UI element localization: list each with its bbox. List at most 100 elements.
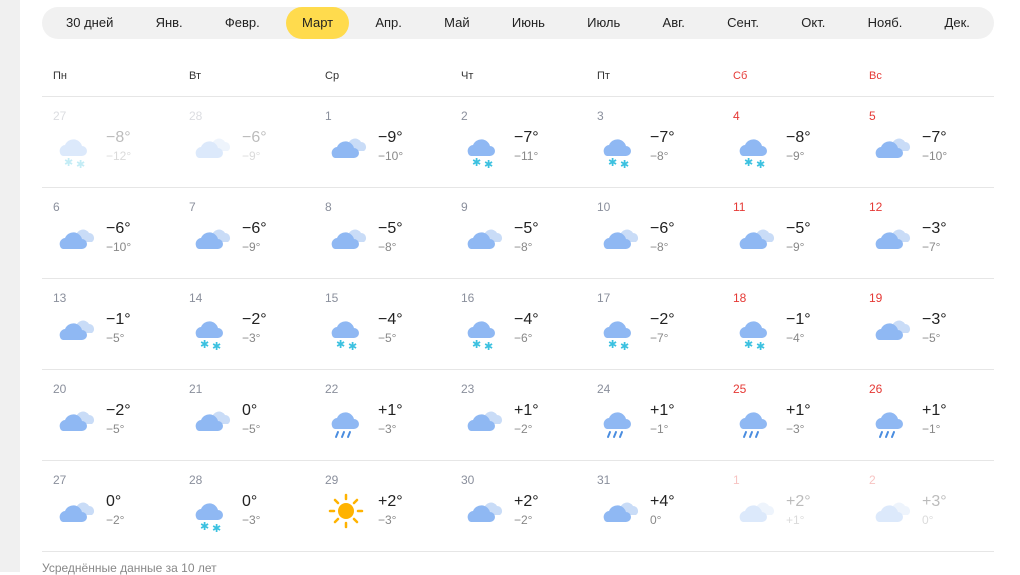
svg-text:✱: ✱ xyxy=(756,159,765,171)
temp-high: −6° xyxy=(242,220,267,237)
day-number: 1 xyxy=(325,109,332,123)
day-number: 29 xyxy=(325,473,339,487)
tab-month[interactable]: Май xyxy=(444,15,470,30)
day-cell[interactable]: 11 −5° −9° xyxy=(722,188,858,278)
day-number: 10 xyxy=(597,200,611,214)
day-number: 25 xyxy=(733,382,747,396)
day-cell[interactable]: 30 +2° −2° xyxy=(450,461,586,551)
day-cell[interactable]: 18 ✱ ✱ −1° −4° xyxy=(722,279,858,369)
temp-high: −1° xyxy=(786,311,811,328)
tab-month[interactable]: Янв. xyxy=(155,15,183,30)
day-cell[interactable]: 2 +3° 0° xyxy=(858,461,994,551)
day-cell[interactable]: 27 0° −2° xyxy=(42,461,178,551)
temp-low: −10° xyxy=(378,149,404,163)
weekday-label: Чт xyxy=(461,70,474,82)
day-cell[interactable]: 12 −3° −7° xyxy=(858,188,994,278)
weekday-label: Ср xyxy=(325,70,340,82)
temp-low: −8° xyxy=(650,240,669,254)
tab-month[interactable]: Июль xyxy=(587,15,621,30)
tab-month[interactable]: 30 дней xyxy=(66,15,114,30)
day-cell[interactable]: 3 ✱ ✱ −7° −8° xyxy=(586,97,722,187)
day-cell[interactable]: 22 +1° −3° xyxy=(314,370,450,460)
svg-text:✱: ✱ xyxy=(744,339,753,351)
tab-month[interactable]: Июнь xyxy=(511,15,545,30)
cloudy-icon xyxy=(59,411,94,431)
tab-month[interactable]: Дек. xyxy=(944,15,970,30)
day-cell[interactable]: 17 ✱ ✱ −2° −7° xyxy=(586,279,722,369)
temp-high: −5° xyxy=(786,220,811,237)
tab-month[interactable]: Авг. xyxy=(662,15,685,30)
svg-text:✱: ✱ xyxy=(200,521,209,533)
day-cell[interactable]: 9 −5° −8° xyxy=(450,188,586,278)
tab-month[interactable]: Окт. xyxy=(801,15,826,30)
day-cell[interactable]: 8 −5° −8° xyxy=(314,188,450,278)
day-cell[interactable]: 19 −3° −5° xyxy=(858,279,994,369)
temp-low: −8° xyxy=(378,240,397,254)
tab-month[interactable]: Сент. xyxy=(727,15,760,30)
day-cell[interactable]: 5 −7° −10° xyxy=(858,97,994,187)
temp-high: −6° xyxy=(106,220,131,237)
svg-text:✱: ✱ xyxy=(744,157,753,169)
rain-icon xyxy=(875,412,903,438)
day-number: 26 xyxy=(869,382,883,396)
cloudy-icon xyxy=(59,502,94,522)
day-cell[interactable]: 28 ✱ ✱ 0° −3° xyxy=(178,461,314,551)
day-cell[interactable]: 31 +4° 0° xyxy=(586,461,722,551)
day-cell[interactable]: 25 +1° −3° xyxy=(722,370,858,460)
snow-icon: ✱ ✱ xyxy=(739,321,767,353)
day-cell[interactable]: 13 −1° −5° xyxy=(42,279,178,369)
day-cell[interactable]: 29 +2° −3° xyxy=(314,461,450,551)
temp-low: −3° xyxy=(378,513,397,527)
day-number: 14 xyxy=(189,291,203,305)
day-cell[interactable]: 20 −2° −5° xyxy=(42,370,178,460)
snow-icon: ✱ ✱ xyxy=(739,139,767,171)
temp-low: −2° xyxy=(514,422,533,436)
temp-high: −7° xyxy=(922,129,947,146)
weekday-header: Пн Вт Ср Чт Пт Сб Вс xyxy=(42,60,994,97)
temp-low: −3° xyxy=(786,422,805,436)
temp-high: −9° xyxy=(378,129,403,146)
day-cell[interactable]: 6 −6° −10° xyxy=(42,188,178,278)
temp-low: −7° xyxy=(922,240,941,254)
day-cell[interactable]: 2 ✱ ✱ −7° −11° xyxy=(450,97,586,187)
day-cell[interactable]: 28 −6° −9° xyxy=(178,97,314,187)
weekday-label: Сб xyxy=(733,70,748,82)
day-cell[interactable]: 27 ✱ ✱ −8° −12° xyxy=(42,97,178,187)
day-cell[interactable]: 1 −9° −10° xyxy=(314,97,450,187)
day-cell[interactable]: 4 ✱ ✱ −8° −9° xyxy=(722,97,858,187)
svg-text:✱: ✱ xyxy=(64,157,73,169)
tab-month[interactable]: Нояб. xyxy=(867,15,903,30)
day-number: 20 xyxy=(53,382,67,396)
tab-month[interactable]: Февр. xyxy=(224,15,260,30)
day-cell[interactable]: 24 +1° −1° xyxy=(586,370,722,460)
day-number: 12 xyxy=(869,200,883,214)
day-cell[interactable]: 10 −6° −8° xyxy=(586,188,722,278)
cloudy-icon xyxy=(875,229,910,249)
day-cell[interactable]: 26 +1° −1° xyxy=(858,370,994,460)
day-cell[interactable]: 21 0° −5° xyxy=(178,370,314,460)
temp-high: −3° xyxy=(922,220,947,237)
temp-high: −8° xyxy=(786,129,811,146)
day-cell[interactable]: 7 −6° −9° xyxy=(178,188,314,278)
day-cell[interactable]: 23 +1° −2° xyxy=(450,370,586,460)
day-cell[interactable]: 1 +2° +1° xyxy=(722,461,858,551)
tab-month[interactable]: Март xyxy=(286,7,350,39)
day-number: 2 xyxy=(461,109,468,123)
day-number: 28 xyxy=(189,109,203,123)
temp-high: 0° xyxy=(242,493,258,510)
cloudy-icon xyxy=(59,320,94,340)
day-number: 9 xyxy=(461,200,468,214)
temp-high: −2° xyxy=(242,311,267,328)
tab-month[interactable]: Апр. xyxy=(375,15,402,30)
day-cell[interactable]: 16 ✱ ✱ −4° −6° xyxy=(450,279,586,369)
temp-low: −2° xyxy=(106,513,125,527)
cloudy-icon xyxy=(875,320,910,340)
temp-high: −7° xyxy=(650,129,675,146)
temp-high: −5° xyxy=(378,220,403,237)
cloudy-icon xyxy=(739,502,774,522)
day-cell[interactable]: 15 ✱ ✱ −4° −5° xyxy=(314,279,450,369)
temp-low: −3° xyxy=(378,422,397,436)
day-cell[interactable]: 14 ✱ ✱ −2° −3° xyxy=(178,279,314,369)
svg-text:✱: ✱ xyxy=(76,159,85,171)
temp-low: −9° xyxy=(786,240,805,254)
